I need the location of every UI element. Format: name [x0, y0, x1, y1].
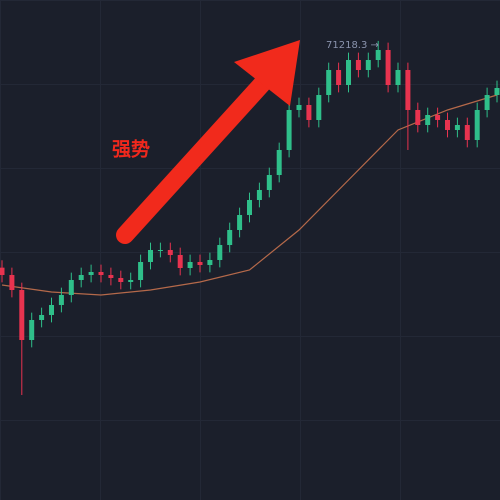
candle-body — [237, 215, 243, 230]
candle-body — [435, 115, 441, 120]
candle-body — [88, 272, 94, 275]
candle-body — [118, 278, 124, 282]
candle-body — [306, 105, 312, 120]
candle-body — [494, 88, 500, 95]
candle-body — [395, 70, 401, 85]
candle-body — [385, 50, 391, 85]
annotation: 强势 — [112, 138, 150, 161]
candle-body — [415, 110, 421, 125]
candle-body — [316, 95, 322, 120]
arrow-head — [234, 40, 300, 106]
candle-body — [197, 262, 203, 265]
candle-body — [425, 115, 431, 125]
candle-body — [39, 315, 45, 320]
candle-body — [98, 272, 104, 275]
candle-body — [375, 50, 381, 60]
candle-body — [157, 250, 163, 251]
candle-body — [346, 60, 351, 85]
candle-body — [207, 260, 213, 265]
candle-body — [58, 295, 64, 305]
candle-body — [286, 110, 292, 150]
candle-body — [78, 275, 84, 280]
candle-body — [217, 245, 223, 260]
candle-body — [29, 320, 35, 340]
candle-body — [19, 290, 25, 340]
candle-body — [405, 70, 411, 110]
candle-body — [474, 110, 480, 140]
candle-body — [128, 280, 134, 282]
candle-body — [336, 70, 342, 85]
candle-body — [9, 275, 15, 290]
candle-body — [464, 125, 470, 140]
candle-body — [296, 105, 302, 110]
candle-body — [68, 280, 74, 295]
candle-body — [108, 275, 114, 278]
candle-body — [177, 255, 183, 268]
candle-body — [256, 190, 262, 200]
candle-body — [227, 230, 233, 245]
candle-body — [138, 262, 144, 280]
price-label: 71218.3 → — [326, 40, 379, 51]
candle-body — [148, 250, 153, 262]
candle-body — [266, 175, 272, 190]
arrow-shaft — [116, 75, 271, 244]
candle-body — [326, 70, 332, 95]
candle-body — [0, 267, 5, 275]
candle-body — [365, 60, 371, 70]
candle-body — [454, 125, 460, 130]
candle-body — [276, 150, 282, 175]
candle-body — [247, 200, 252, 215]
candle-body — [167, 250, 173, 255]
candle-body — [445, 120, 450, 130]
moving-average — [1, 94, 498, 296]
candles — [0, 40, 500, 395]
candle-body — [355, 60, 361, 70]
candle-body — [49, 305, 54, 315]
candle-body — [484, 95, 490, 110]
candle-body — [187, 262, 193, 268]
